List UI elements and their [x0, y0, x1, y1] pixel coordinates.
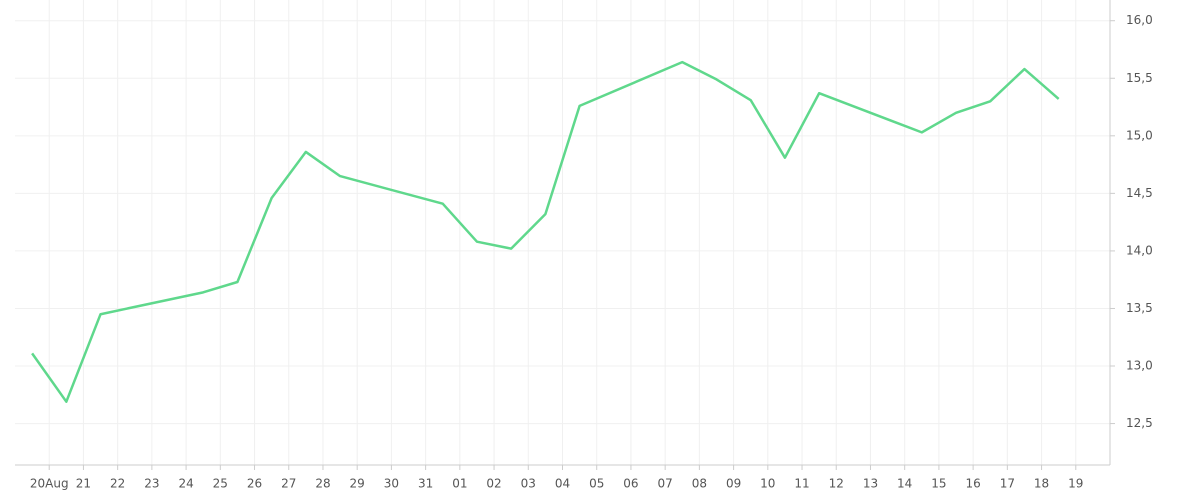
x-tick-label: 31: [418, 477, 433, 491]
y-tick-label: 14,0: [1126, 243, 1153, 257]
x-tick-label: 21: [76, 477, 91, 491]
x-tick-label: 27: [281, 477, 296, 491]
x-tick-label: 26: [247, 477, 262, 491]
y-tick-label: 15,5: [1126, 71, 1153, 85]
x-tick-label: 20Aug: [30, 477, 69, 491]
x-tick-label: 11: [794, 477, 809, 491]
x-tick-label: 09: [726, 477, 741, 491]
line: [31, 60, 1060, 403]
x-tick-label: 22: [110, 477, 125, 491]
x-tick-label: 08: [692, 477, 707, 491]
x-tick-label: 19: [1068, 477, 1083, 491]
x-tick-label: 17: [1000, 477, 1015, 491]
x-tick-label: 25: [213, 477, 228, 491]
x-tick-label: 05: [589, 477, 604, 491]
x-tick-label: 16: [965, 477, 980, 491]
x-tick-label: 03: [521, 477, 536, 491]
x-tick-label: 06: [623, 477, 638, 491]
y-tick-label: 12,5: [1126, 416, 1153, 430]
x-tick-label: 01: [452, 477, 467, 491]
x-tick-label: 28: [315, 477, 330, 491]
y-tick-label: 16,0: [1126, 13, 1153, 27]
x-tick-label: 10: [760, 477, 775, 491]
x-tick-label: 12: [829, 477, 844, 491]
y-tick-label: 13,5: [1126, 301, 1153, 315]
x-tick-label: 07: [658, 477, 673, 491]
y-tick-label: 15,0: [1126, 128, 1153, 142]
x-tick-label: 15: [931, 477, 946, 491]
x-tick-label: 29: [350, 477, 365, 491]
x-tick-label: 24: [178, 477, 193, 491]
x-tick-label: 30: [384, 477, 399, 491]
y-tick-label: 14,5: [1126, 186, 1153, 200]
x-tick-label: 04: [555, 477, 570, 491]
x-tick-label: 14: [897, 477, 912, 491]
x-tick-label: 02: [486, 477, 501, 491]
y-tick-label: 13,0: [1126, 359, 1153, 373]
x-tick-label: 23: [144, 477, 159, 491]
x-tick-label: 13: [863, 477, 878, 491]
x-tick-label: 18: [1034, 477, 1049, 491]
